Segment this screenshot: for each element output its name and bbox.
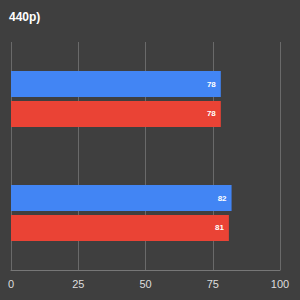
- svg-text:78: 78: [207, 80, 216, 89]
- svg-text:50: 50: [139, 278, 151, 290]
- svg-text:25: 25: [72, 278, 84, 290]
- svg-text:78: 78: [207, 109, 216, 118]
- svg-text:75: 75: [207, 278, 219, 290]
- svg-text:0: 0: [8, 278, 14, 290]
- svg-text:100: 100: [271, 278, 289, 290]
- svg-text:81: 81: [215, 223, 224, 232]
- svg-text:440p): 440p): [9, 10, 40, 24]
- svg-text:82: 82: [218, 194, 227, 203]
